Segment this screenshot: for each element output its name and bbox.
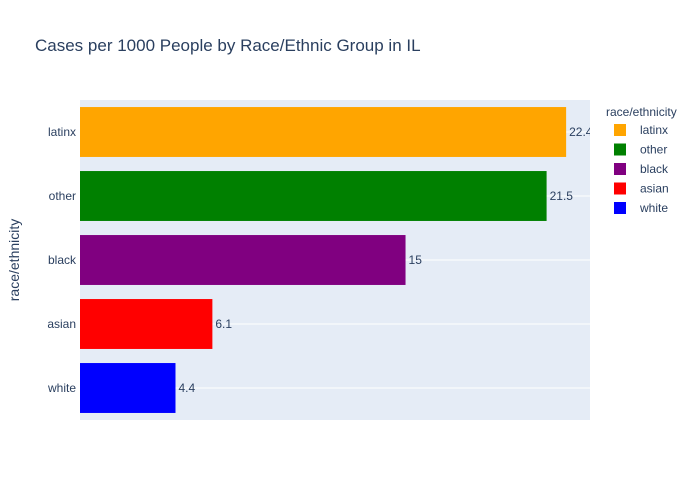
legend-label-other: other: [640, 143, 667, 157]
bar-other[interactable]: [80, 171, 547, 221]
legend-label-asian: asian: [640, 182, 669, 196]
legend-item-other[interactable]: other: [614, 143, 667, 157]
legend-label-latinx: latinx: [640, 123, 668, 137]
legend[interactable]: race/ethnicity latinx other black asian whit…: [606, 105, 677, 215]
legend-item-asian[interactable]: asian: [614, 182, 669, 196]
y-tick-white: white: [47, 381, 76, 395]
legend-label-black: black: [640, 162, 669, 176]
data-label-latinx: 22.4: [569, 125, 593, 139]
y-tick-labels: latinx other black asian white: [47, 125, 77, 395]
data-label-asian: 6.1: [215, 317, 232, 331]
legend-label-white: white: [639, 201, 668, 215]
legend-item-latinx[interactable]: latinx: [614, 123, 668, 137]
legend-title: race/ethnicity: [606, 105, 677, 119]
bar-latinx[interactable]: [80, 107, 567, 157]
legend-item-white[interactable]: white: [614, 201, 668, 215]
y-tick-asian: asian: [47, 317, 76, 331]
y-tick-other: other: [49, 189, 76, 203]
legend-swatch-white: [614, 202, 626, 214]
y-axis-title: race/ethnicity: [6, 219, 22, 301]
data-labels: 22.4 21.5 15 6.1 4.4: [178, 125, 593, 395]
data-label-white: 4.4: [178, 381, 195, 395]
bars: [80, 107, 567, 413]
chart-title: Cases per 1000 People by Race/Ethnic Gro…: [35, 36, 421, 55]
legend-swatch-asian: [614, 182, 626, 195]
legend-item-black[interactable]: black: [614, 162, 669, 176]
bar-white[interactable]: [80, 363, 176, 413]
y-tick-black: black: [48, 253, 77, 267]
legend-swatch-other: [614, 143, 626, 156]
data-label-other: 21.5: [550, 189, 574, 203]
legend-swatch-black: [614, 163, 626, 175]
y-tick-latinx: latinx: [48, 125, 76, 139]
data-label-black: 15: [409, 253, 423, 267]
bar-black[interactable]: [80, 235, 406, 285]
legend-swatch-latinx: [614, 124, 626, 136]
bar-asian[interactable]: [80, 299, 213, 349]
